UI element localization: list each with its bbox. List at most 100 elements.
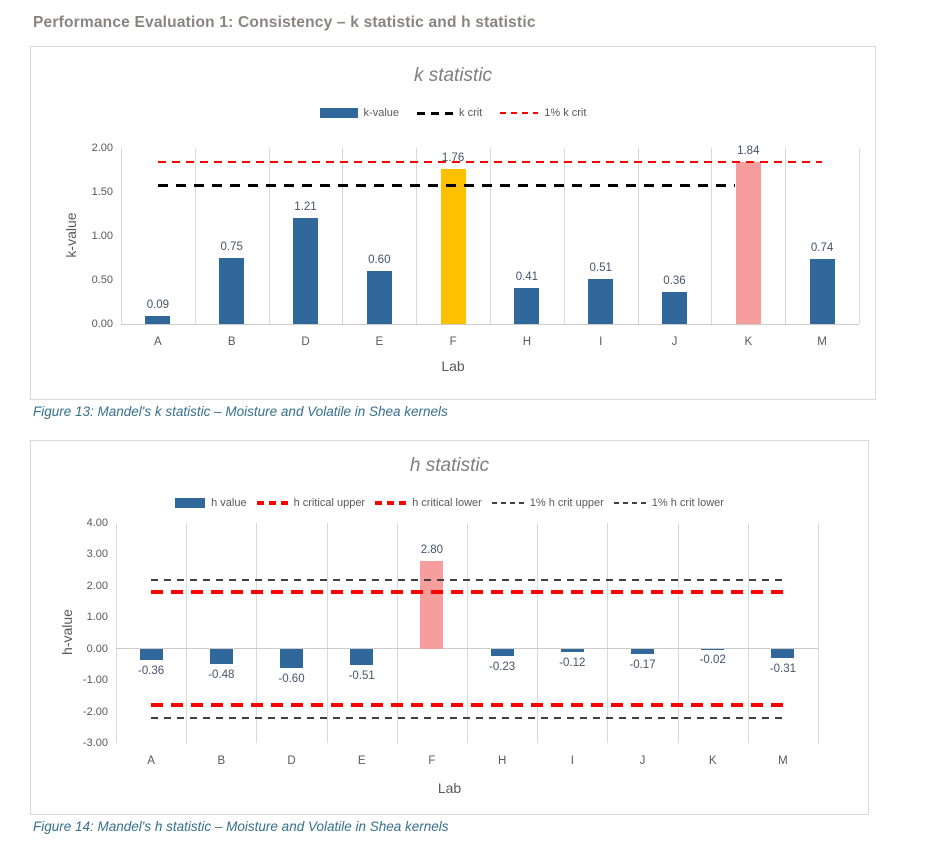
x-tick-label-B: B <box>217 755 226 767</box>
category-gridline <box>747 523 749 743</box>
x-tick-label-F: F <box>428 755 436 767</box>
x-tick-label-K: K <box>744 336 753 348</box>
y-tick-label: 0.50 <box>91 274 113 286</box>
x-tick-label-K: K <box>708 755 717 767</box>
legend-dash-swatch-icon <box>256 501 288 505</box>
category-gridline <box>326 523 328 743</box>
bar-label-F: 2.80 <box>420 543 444 556</box>
legend-label: h critical lower <box>412 497 482 509</box>
x-tick-label-B: B <box>227 336 236 348</box>
ref-line-1-h-crit-lower <box>151 716 783 719</box>
bar-label-J: -0.17 <box>629 659 656 672</box>
bar-label-I: 0.51 <box>589 262 612 275</box>
x-tick-label-E: E <box>375 336 384 348</box>
bar-A <box>139 648 163 661</box>
bar-label-E: 0.60 <box>368 254 391 267</box>
bar-J <box>662 292 687 324</box>
x-tick-label-A: A <box>154 336 162 348</box>
x-tick-label-E: E <box>357 755 366 767</box>
bar-I <box>588 279 614 324</box>
bar-label-J: 0.36 <box>663 275 686 288</box>
category-gridline <box>818 523 819 743</box>
legend-item-h-value: h value <box>175 497 247 509</box>
x-tick-label-D: D <box>287 755 296 767</box>
legend-item-1-k-crit: 1% k crit <box>500 107 586 119</box>
bar-label-F: 1.76 <box>441 152 465 165</box>
y-axis-title: k-value <box>63 212 79 258</box>
category-gridline <box>563 148 565 324</box>
bar-label-I: -0.12 <box>559 657 586 670</box>
x-axis-zero-line <box>116 648 818 650</box>
bar-F <box>440 169 466 324</box>
legend-item-k-crit: k crit <box>417 107 482 119</box>
legend-dash-swatch-icon <box>417 111 454 115</box>
legend-dash-swatch-icon <box>500 112 539 114</box>
legend-dash-swatch-icon <box>491 502 524 504</box>
y-tick-label: 4.00 <box>86 517 108 529</box>
legend-item-k-value: k-value <box>319 107 400 119</box>
legend-label: k-value <box>363 107 400 119</box>
h-statistic-chart-panel: h statistic h value h critical upper h crit… <box>30 440 869 815</box>
y-tick-label: -3.00 <box>82 737 108 749</box>
y-tick-label: -1.00 <box>82 674 108 687</box>
category-gridline <box>396 523 398 743</box>
x-tick-label-I: I <box>570 755 574 767</box>
x-tick-label-F: F <box>449 336 457 348</box>
legend-item-h-critical-upper: h critical upper <box>256 497 365 509</box>
chart-title: h statistic <box>409 455 490 476</box>
bar-label-B: 0.75 <box>220 241 243 253</box>
bar-label-B: -0.48 <box>208 668 235 681</box>
legend-item-1-h-crit-upper: 1% h crit upper <box>491 497 604 509</box>
bar-E <box>366 271 392 324</box>
y-axis-line <box>121 148 122 324</box>
bar-A <box>145 316 171 324</box>
category-gridline <box>859 148 860 324</box>
figure-14-caption: Figure 14: Mandel's h statistic – Moistu… <box>33 819 449 834</box>
legend-label: 1% k crit <box>544 107 587 119</box>
x-tick-label-I: I <box>599 336 603 348</box>
category-gridline <box>268 148 270 324</box>
category-gridline <box>607 523 609 743</box>
bar-D <box>280 648 303 668</box>
bar-K <box>735 162 761 324</box>
bar-K <box>701 648 725 650</box>
bar-I <box>560 648 584 653</box>
y-tick-label: 3.00 <box>86 548 108 561</box>
bar-B <box>219 258 245 324</box>
y-tick-label: 1.00 <box>91 230 113 242</box>
y-axis-title: h-value <box>59 609 75 655</box>
k-statistic-chart-panel: k statistic k-value k crit 1% k crit 2.00 1.5… <box>30 46 876 400</box>
category-gridline <box>342 148 344 324</box>
bar-J <box>631 648 654 655</box>
page-title: Performance Evaluation 1: Consistency – … <box>33 14 536 31</box>
bar-M <box>809 258 835 324</box>
category-gridline <box>537 523 539 743</box>
x-tick-label-J: J <box>671 336 678 348</box>
x-tick-label-H: H <box>497 755 507 767</box>
x-tick-label-D: D <box>301 336 310 348</box>
ref-line-k-crit <box>157 184 736 188</box>
bar-label-K: 1.84 <box>737 145 760 158</box>
x-axis-zero-line <box>121 323 859 325</box>
chart-title: k statistic <box>413 65 493 86</box>
bar-F <box>420 560 444 649</box>
legend-label: k crit <box>459 107 483 119</box>
category-gridline <box>194 148 196 324</box>
bar-label-D: 1.21 <box>294 200 317 213</box>
y-tick-label: 1.50 <box>91 186 113 198</box>
bar-label-D: -0.60 <box>278 672 305 685</box>
category-gridline <box>256 523 258 743</box>
category-gridline <box>467 523 468 743</box>
category-gridline <box>416 148 418 324</box>
y-tick-label: 2.00 <box>86 579 108 592</box>
category-gridline <box>490 148 491 324</box>
y-tick-label: 2.00 <box>91 142 113 154</box>
bar-D <box>293 217 318 324</box>
legend-label: 1% h crit lower <box>651 497 724 509</box>
x-tick-label-H: H <box>522 336 532 348</box>
x-tick-label-M: M <box>817 336 827 348</box>
legend-bar-swatch-icon <box>175 498 206 508</box>
category-gridline <box>637 148 639 324</box>
x-tick-label-J: J <box>639 755 646 767</box>
bar-H <box>514 287 540 324</box>
